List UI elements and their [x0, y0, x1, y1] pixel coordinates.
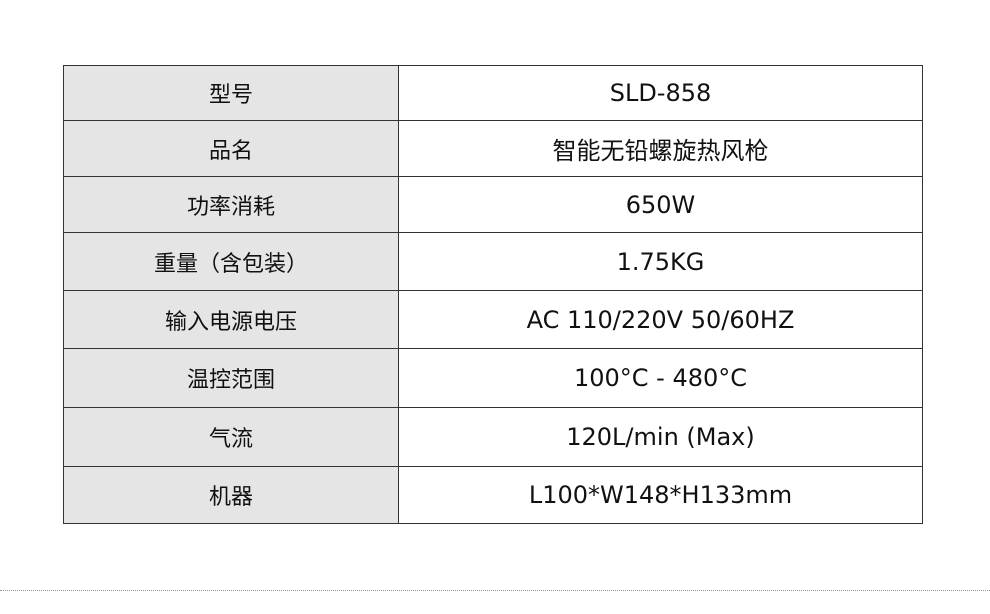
table-row: 输入电源电压 AC 110/220V 50/60HZ — [63, 290, 923, 349]
table-row: 温控范围 100°C - 480°C — [63, 348, 923, 408]
spec-label: 温控范围 — [63, 348, 399, 408]
table-row: 机器 L100*W148*H133mm — [63, 466, 923, 524]
spec-value: 智能无铅螺旋热风枪 — [398, 120, 923, 177]
spec-label: 气流 — [63, 407, 399, 467]
spec-value: 1.75KG — [398, 232, 923, 291]
spec-value: AC 110/220V 50/60HZ — [398, 290, 923, 349]
spec-value: 120L/min (Max) — [398, 407, 923, 467]
table-row: 功率消耗 650W — [63, 176, 923, 233]
spec-value: L100*W148*H133mm — [398, 466, 923, 524]
spec-table: 型号 SLD-858 品名 智能无铅螺旋热风枪 功率消耗 650W 重量（含包装） 1.… — [63, 65, 923, 524]
spec-label: 输入电源电压 — [63, 290, 399, 349]
spec-value: SLD-858 — [398, 65, 923, 121]
spec-label: 型号 — [63, 65, 399, 121]
table-row: 气流 120L/min (Max) — [63, 407, 923, 467]
table-row: 型号 SLD-858 — [63, 65, 923, 121]
spec-label: 机器 — [63, 466, 399, 524]
spec-label: 品名 — [63, 120, 399, 177]
spec-value: 100°C - 480°C — [398, 348, 923, 408]
spec-label: 功率消耗 — [63, 176, 399, 233]
spec-label: 重量（含包装） — [63, 232, 399, 291]
table-row: 重量（含包装） 1.75KG — [63, 232, 923, 291]
dotted-divider — [0, 590, 990, 591]
spec-value: 650W — [398, 176, 923, 233]
table-row: 品名 智能无铅螺旋热风枪 — [63, 120, 923, 177]
